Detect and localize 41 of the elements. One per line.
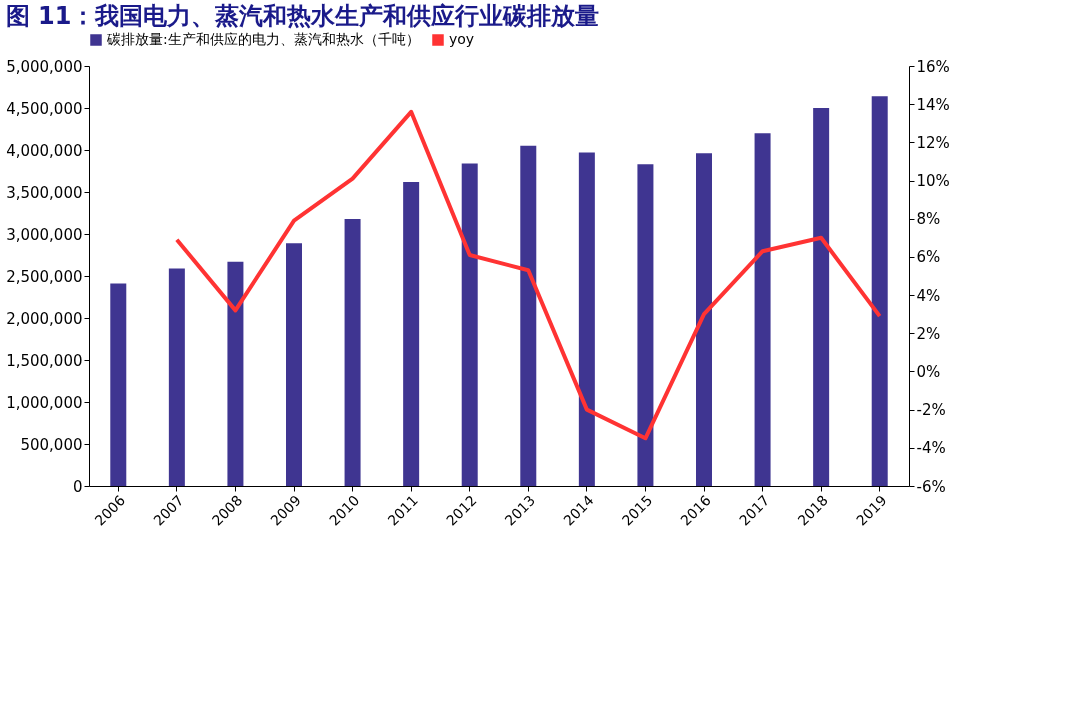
bar <box>403 181 420 486</box>
y-tick-label: 5,000,000 <box>6 57 83 76</box>
y2-tick-label: 2% <box>916 324 941 343</box>
y2-tick-label: 12% <box>916 133 950 152</box>
bar <box>520 145 537 486</box>
y2-tick-label: 8% <box>916 210 941 229</box>
bar <box>578 152 595 486</box>
bar <box>168 268 185 486</box>
legend-label: yoy <box>449 31 475 47</box>
y2-tick-label: 0% <box>916 362 941 381</box>
bar <box>871 96 888 486</box>
y-tick-label: 2,000,000 <box>6 309 83 328</box>
y-tick-label: 0 <box>72 477 83 496</box>
line-series <box>174 109 882 441</box>
y-tick-label: 4,000,000 <box>6 141 83 160</box>
bar <box>696 153 712 486</box>
y-tick-label: 500,000 <box>20 435 83 454</box>
legend-label: 碳排放量:生产和供应的电力、蒸汽和热水（千吨） <box>106 31 420 47</box>
y-tick-label: 3,000,000 <box>6 225 83 244</box>
bar <box>286 243 302 486</box>
y-tick-label: 2,500,000 <box>6 267 83 286</box>
bar <box>227 261 244 486</box>
y2-tick-label: 14% <box>916 95 950 114</box>
bar <box>110 283 127 486</box>
y2-tick-label: -2% <box>916 401 946 420</box>
y-tick-label: 3,500,000 <box>6 183 83 202</box>
chart-title: 图 11：我国电力、蒸汽和热水生产和供应行业碳排放量 <box>5 2 600 30</box>
y-tick-label: 4,500,000 <box>6 99 83 118</box>
y2-tick-label: -6% <box>916 477 946 496</box>
y-tick-label: 1,000,000 <box>6 393 83 412</box>
bar <box>813 108 830 486</box>
y2-tick-label: 10% <box>916 172 950 191</box>
y2-tick-label: 4% <box>916 286 941 305</box>
bar <box>344 218 361 486</box>
bar <box>461 163 478 486</box>
y-tick-label: 1,500,000 <box>6 351 83 370</box>
y2-tick-label: 16% <box>916 57 950 76</box>
y2-tick-label: -4% <box>916 439 946 458</box>
y2-tick-label: 6% <box>916 248 941 267</box>
bar <box>637 164 654 486</box>
bar <box>754 133 771 486</box>
